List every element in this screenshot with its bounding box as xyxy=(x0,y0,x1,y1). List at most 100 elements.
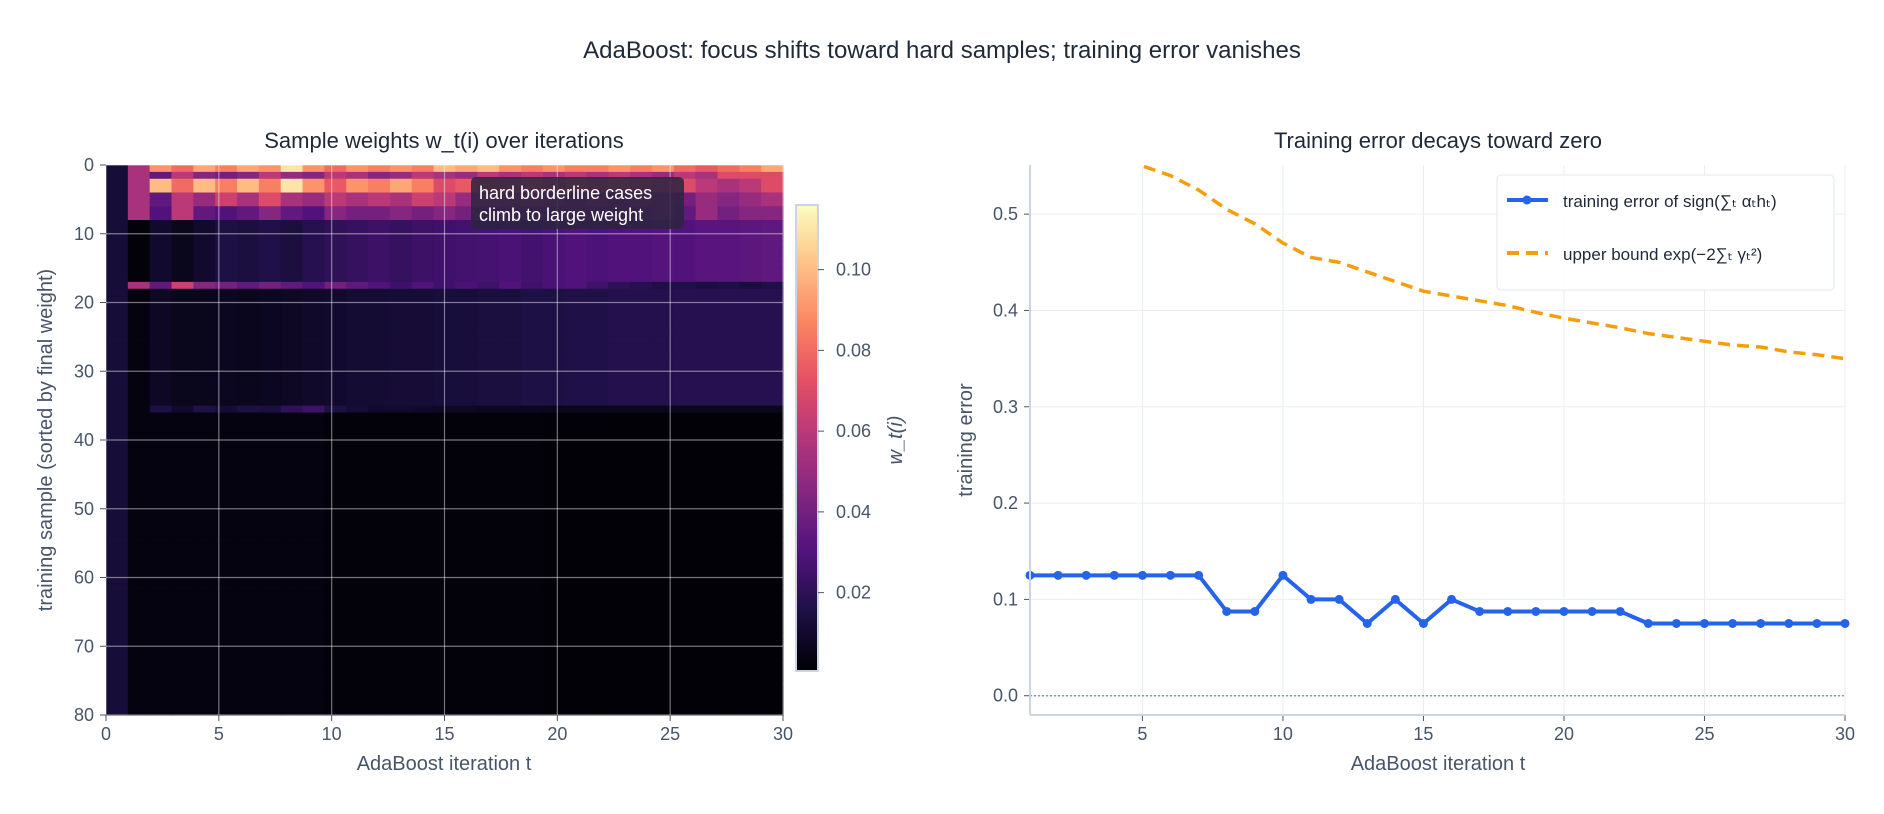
heatmap-cell xyxy=(433,570,457,579)
heatmap-cell xyxy=(280,419,304,427)
heatmap-cell xyxy=(346,165,369,173)
heatmap-cell xyxy=(127,398,151,407)
heatmap-cell xyxy=(215,495,238,503)
heatmap-cell xyxy=(433,495,457,503)
heatmap-cell xyxy=(651,254,675,262)
heatmap-cell xyxy=(542,171,566,180)
heatmap-cell xyxy=(215,226,238,235)
heatmap-cell xyxy=(215,185,238,194)
heatmap-cell xyxy=(630,522,653,530)
heatmap-cell xyxy=(433,639,457,647)
heatmap-cell xyxy=(717,391,740,400)
heatmap-cell xyxy=(215,323,238,331)
heatmap-cell xyxy=(455,529,478,537)
heatmap-cell xyxy=(630,350,653,359)
heatmap-cell xyxy=(739,515,762,524)
heatmap-cell xyxy=(127,467,151,475)
heatmap-cell xyxy=(433,701,457,709)
heatmap-cell xyxy=(630,660,653,668)
heatmap-cell xyxy=(520,261,544,269)
heatmap-cell xyxy=(237,419,260,427)
heatmap-cell xyxy=(586,391,609,400)
heatmap-cell xyxy=(586,687,609,695)
heatmap-cell xyxy=(302,412,325,420)
heatmap-cell xyxy=(630,226,653,235)
heatmap-cell xyxy=(215,199,238,207)
heatmap-cell xyxy=(586,281,609,290)
heatmap-cell xyxy=(215,536,238,544)
heatmap-cell xyxy=(542,495,566,503)
heatmap-cell xyxy=(324,371,347,379)
heatmap-cell xyxy=(324,440,347,448)
heatmap-cell xyxy=(215,440,238,448)
heatmap-cell xyxy=(193,412,216,420)
heatmap-cell xyxy=(630,563,653,572)
heatmap-cell xyxy=(324,240,347,249)
heatmap-cell xyxy=(280,701,304,709)
heatmap-cell xyxy=(455,371,478,379)
heatmap-cell xyxy=(411,330,435,338)
heatmap-cell xyxy=(608,433,631,441)
heatmap-cell xyxy=(258,433,282,441)
heatmap-cell xyxy=(433,605,457,613)
heatmap-cell xyxy=(586,646,609,654)
heatmap-cell xyxy=(346,453,369,462)
heatmap-cell xyxy=(324,268,347,276)
heatmap-cell xyxy=(193,330,216,338)
heatmap-cell xyxy=(739,570,762,579)
heatmap-cell xyxy=(149,192,173,200)
heatmap-cell xyxy=(368,261,391,269)
heatmap-cell xyxy=(608,673,631,682)
heatmap-cell xyxy=(237,254,260,262)
heatmap-cell xyxy=(368,495,391,503)
heatmap-cell xyxy=(389,247,413,255)
heatmap-cell xyxy=(302,515,325,524)
heatmap-cell xyxy=(564,591,588,599)
heatmap-cell xyxy=(630,261,653,269)
heatmap-cell xyxy=(761,398,784,407)
heatmap-cell xyxy=(215,398,238,407)
heatmap-cell xyxy=(586,419,609,427)
heatmap-cell xyxy=(127,433,151,441)
heatmap-cell xyxy=(673,433,697,441)
heatmap-cell xyxy=(389,364,413,372)
heatmap-cell xyxy=(455,240,478,249)
heatmap-cell xyxy=(346,426,369,434)
heatmap-cell xyxy=(258,474,282,482)
heatmap-cell xyxy=(564,501,588,510)
heatmap-cell xyxy=(586,364,609,372)
heatmap-cell xyxy=(499,673,522,682)
heatmap-cells xyxy=(106,165,784,716)
heatmap-cell xyxy=(280,605,304,613)
heatmap-cell xyxy=(477,570,500,579)
heatmap-cell xyxy=(237,556,260,565)
heatmap-cell xyxy=(717,336,740,345)
heatmap-cell xyxy=(149,220,173,228)
heatmap-cell xyxy=(630,591,653,599)
heatmap-cell xyxy=(127,426,151,434)
heatmap-cell xyxy=(215,467,238,475)
heatmap-cell xyxy=(171,495,194,503)
heatmap-cell xyxy=(520,426,544,434)
heatmap-cell xyxy=(215,364,238,372)
training-error-point xyxy=(1222,606,1232,616)
heatmap-cell xyxy=(477,536,500,544)
heatmap-cell xyxy=(630,268,653,276)
heatmap-cell xyxy=(258,288,282,297)
heatmap-cell xyxy=(171,543,194,551)
heatmap-cell xyxy=(389,316,413,324)
heatmap-cell xyxy=(280,295,304,304)
heatmap-cell xyxy=(280,199,304,207)
heatmap-cell xyxy=(127,653,151,661)
heatmap-cell xyxy=(106,343,129,352)
heatmap-cell xyxy=(368,625,391,634)
heatmap-cell xyxy=(433,453,457,462)
heatmap-cell xyxy=(717,632,740,640)
heatmap-cell xyxy=(564,412,588,420)
heatmap-cell xyxy=(193,398,216,407)
heatmap-cell xyxy=(477,639,500,647)
heatmap-cell xyxy=(608,488,631,496)
heatmap-cell xyxy=(630,501,653,510)
heatmap-cell xyxy=(542,591,566,599)
heatmap-cell xyxy=(761,508,784,517)
